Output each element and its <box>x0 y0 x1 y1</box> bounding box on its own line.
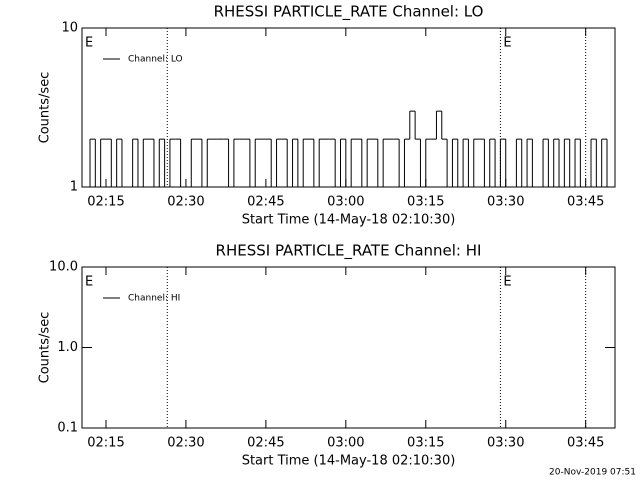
y-tick-label: 1.0 <box>57 340 78 355</box>
event-label: E <box>85 275 93 290</box>
y-tick-label: 1 <box>70 180 78 195</box>
x-tick-label: 03:15 <box>407 436 444 451</box>
y-tick-label: 10 <box>61 21 78 36</box>
event-label: E <box>503 36 511 51</box>
x-tick-label: 02:45 <box>247 195 284 210</box>
x-tick-label: 03:30 <box>487 436 524 451</box>
x-axis-label: Start Time (14-May-18 02:10:30) <box>242 213 456 228</box>
legend-label: Channel: HI <box>128 294 180 304</box>
x-tick-label: 02:15 <box>87 436 124 451</box>
x-tick-label: 03:00 <box>327 195 364 210</box>
y-tick-label: 10.0 <box>49 260 78 275</box>
legend-label: Channel: LO <box>128 55 183 65</box>
event-label: E <box>85 36 93 51</box>
footer: 20-Nov-2019 07:51 <box>549 468 636 478</box>
y-axis-label: Counts/sec <box>38 312 53 384</box>
x-tick-label: 03:45 <box>567 195 604 210</box>
x-tick-label: 03:30 <box>487 195 524 210</box>
x-tick-label: 03:15 <box>407 195 444 210</box>
event-label: E <box>503 275 511 290</box>
x-tick-label: 02:30 <box>167 436 204 451</box>
x-tick-label: 02:30 <box>167 195 204 210</box>
x-tick-label: 03:45 <box>567 436 604 451</box>
y-axis-label: Counts/sec <box>38 72 53 144</box>
chart-title: RHESSI PARTICLE_RATE Channel: LO <box>214 3 484 22</box>
x-tick-label: 03:00 <box>327 436 364 451</box>
x-tick-label: 02:45 <box>247 436 284 451</box>
x-axis-label: Start Time (14-May-18 02:10:30) <box>242 454 456 469</box>
x-tick-label: 02:15 <box>87 195 124 210</box>
y-tick-label: 0.1 <box>57 421 78 436</box>
chart-title: RHESSI PARTICLE_RATE Channel: HI <box>216 242 482 261</box>
